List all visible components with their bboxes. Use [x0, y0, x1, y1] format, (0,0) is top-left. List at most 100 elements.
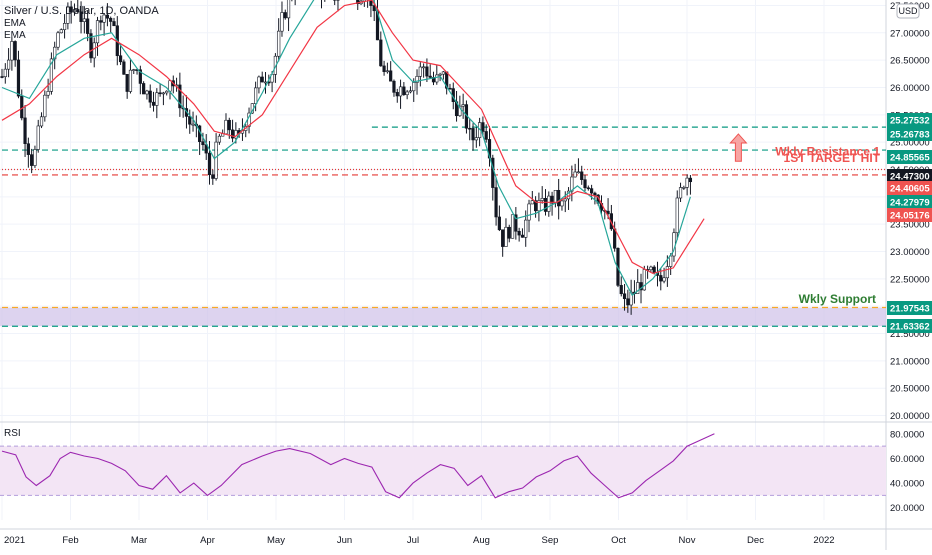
candle-body [505, 227, 508, 246]
candle-body [435, 75, 438, 82]
price-tick-label: 26.50000 [890, 56, 930, 67]
candle-body [627, 299, 630, 305]
candle-body [146, 91, 149, 94]
candle-body [501, 230, 504, 247]
candle-body [281, 12, 284, 31]
candle-body [44, 95, 47, 117]
candle-body [403, 87, 406, 95]
rsi-pane-label: RSI [4, 428, 21, 439]
candle-body [228, 120, 231, 130]
candle-body [208, 153, 211, 175]
candle-body [462, 105, 465, 107]
time-tick-label: Aug [473, 535, 490, 546]
candle-body [620, 285, 623, 293]
time-tick-label: Sep [542, 535, 559, 546]
candle-body [482, 123, 485, 132]
candle-body [663, 278, 666, 281]
price-label-value: 24.05176 [890, 211, 930, 222]
candle-body [666, 267, 669, 278]
price-tick-label: 20.00000 [890, 411, 930, 422]
candle-body [113, 22, 116, 26]
candle-body [63, 23, 66, 29]
candle-body [577, 172, 580, 173]
candle-body [518, 231, 521, 235]
candle-body [594, 193, 597, 195]
candle-body [544, 198, 547, 211]
rsi-band [0, 446, 886, 495]
candle-body [379, 40, 382, 66]
candle-body [683, 187, 686, 188]
price-tick-label: 27.00000 [890, 28, 930, 39]
candle-body [511, 215, 514, 239]
candle-body [132, 70, 135, 71]
symbol-title: Silver / U.S. Dollar, 1D, OANDA [4, 5, 159, 17]
candle-body [557, 190, 560, 206]
price-tick-label: 22.50000 [890, 274, 930, 285]
price-tick-label: 21.00000 [890, 356, 930, 367]
ema-indicator-label-1[interactable]: EMA [4, 18, 26, 29]
candle-body [383, 66, 386, 72]
candle-body [162, 93, 165, 94]
candle-body [485, 131, 488, 139]
ema-indicator-label-2[interactable]: EMA [4, 30, 26, 41]
candle-body [623, 294, 626, 299]
candle-body [676, 198, 679, 233]
candle-body [119, 56, 122, 62]
candle-body [689, 178, 692, 182]
candle-body [96, 21, 99, 43]
candle-body [142, 83, 145, 94]
price-tick-label: 26.00000 [890, 83, 930, 94]
candle-body [442, 72, 445, 74]
time-tick-label: 2021 [4, 535, 25, 546]
candle-body [587, 188, 590, 189]
candle-body [225, 120, 228, 134]
candle-body [564, 199, 567, 201]
candle-body [426, 67, 429, 76]
candle-body [188, 116, 191, 124]
candle-body [429, 76, 432, 77]
candle-body [123, 62, 126, 75]
candle-body [20, 96, 23, 118]
candle-body [659, 275, 662, 281]
candle-body [584, 180, 587, 188]
candle-body [590, 189, 593, 193]
candle-body [472, 128, 475, 140]
price-label-value: 24.27979 [890, 198, 930, 209]
candle-body [386, 71, 389, 72]
annotation-1: 1ST TARGET HIT [784, 151, 881, 165]
rsi-tick-label: 60.0000 [890, 454, 924, 465]
candle-body [169, 81, 172, 92]
candle-body [498, 217, 501, 230]
candle-body [149, 91, 152, 102]
time-tick-label: Dec [747, 535, 764, 546]
time-tick-label: Nov [679, 535, 696, 546]
candle-body [30, 155, 33, 166]
candle-body [521, 235, 524, 237]
time-tick-label: Apr [200, 535, 215, 546]
candle-body [109, 18, 112, 21]
candle-body [468, 128, 471, 129]
candle-body [531, 201, 534, 204]
candle-body [412, 83, 415, 91]
candle-body [24, 118, 27, 144]
candle-body [561, 201, 564, 206]
price-label-value: 24.47300 [890, 172, 930, 183]
candle-body [57, 33, 60, 47]
candle-body [17, 60, 20, 96]
price-label-value: 21.63362 [890, 322, 930, 333]
time-tick-label: Feb [62, 535, 78, 546]
candle-body [495, 188, 498, 217]
candle-body [129, 70, 132, 91]
candle-body [212, 175, 215, 179]
candle-body [159, 93, 162, 94]
time-tick-label: Oct [611, 535, 626, 546]
price-label-value: 21.97543 [890, 304, 930, 315]
candle-body [524, 220, 527, 237]
candle-body [192, 124, 195, 125]
price-tick-label: 23.00000 [890, 247, 930, 258]
candle-body [422, 67, 425, 68]
candle-body [439, 74, 442, 75]
candle-body [554, 190, 557, 203]
